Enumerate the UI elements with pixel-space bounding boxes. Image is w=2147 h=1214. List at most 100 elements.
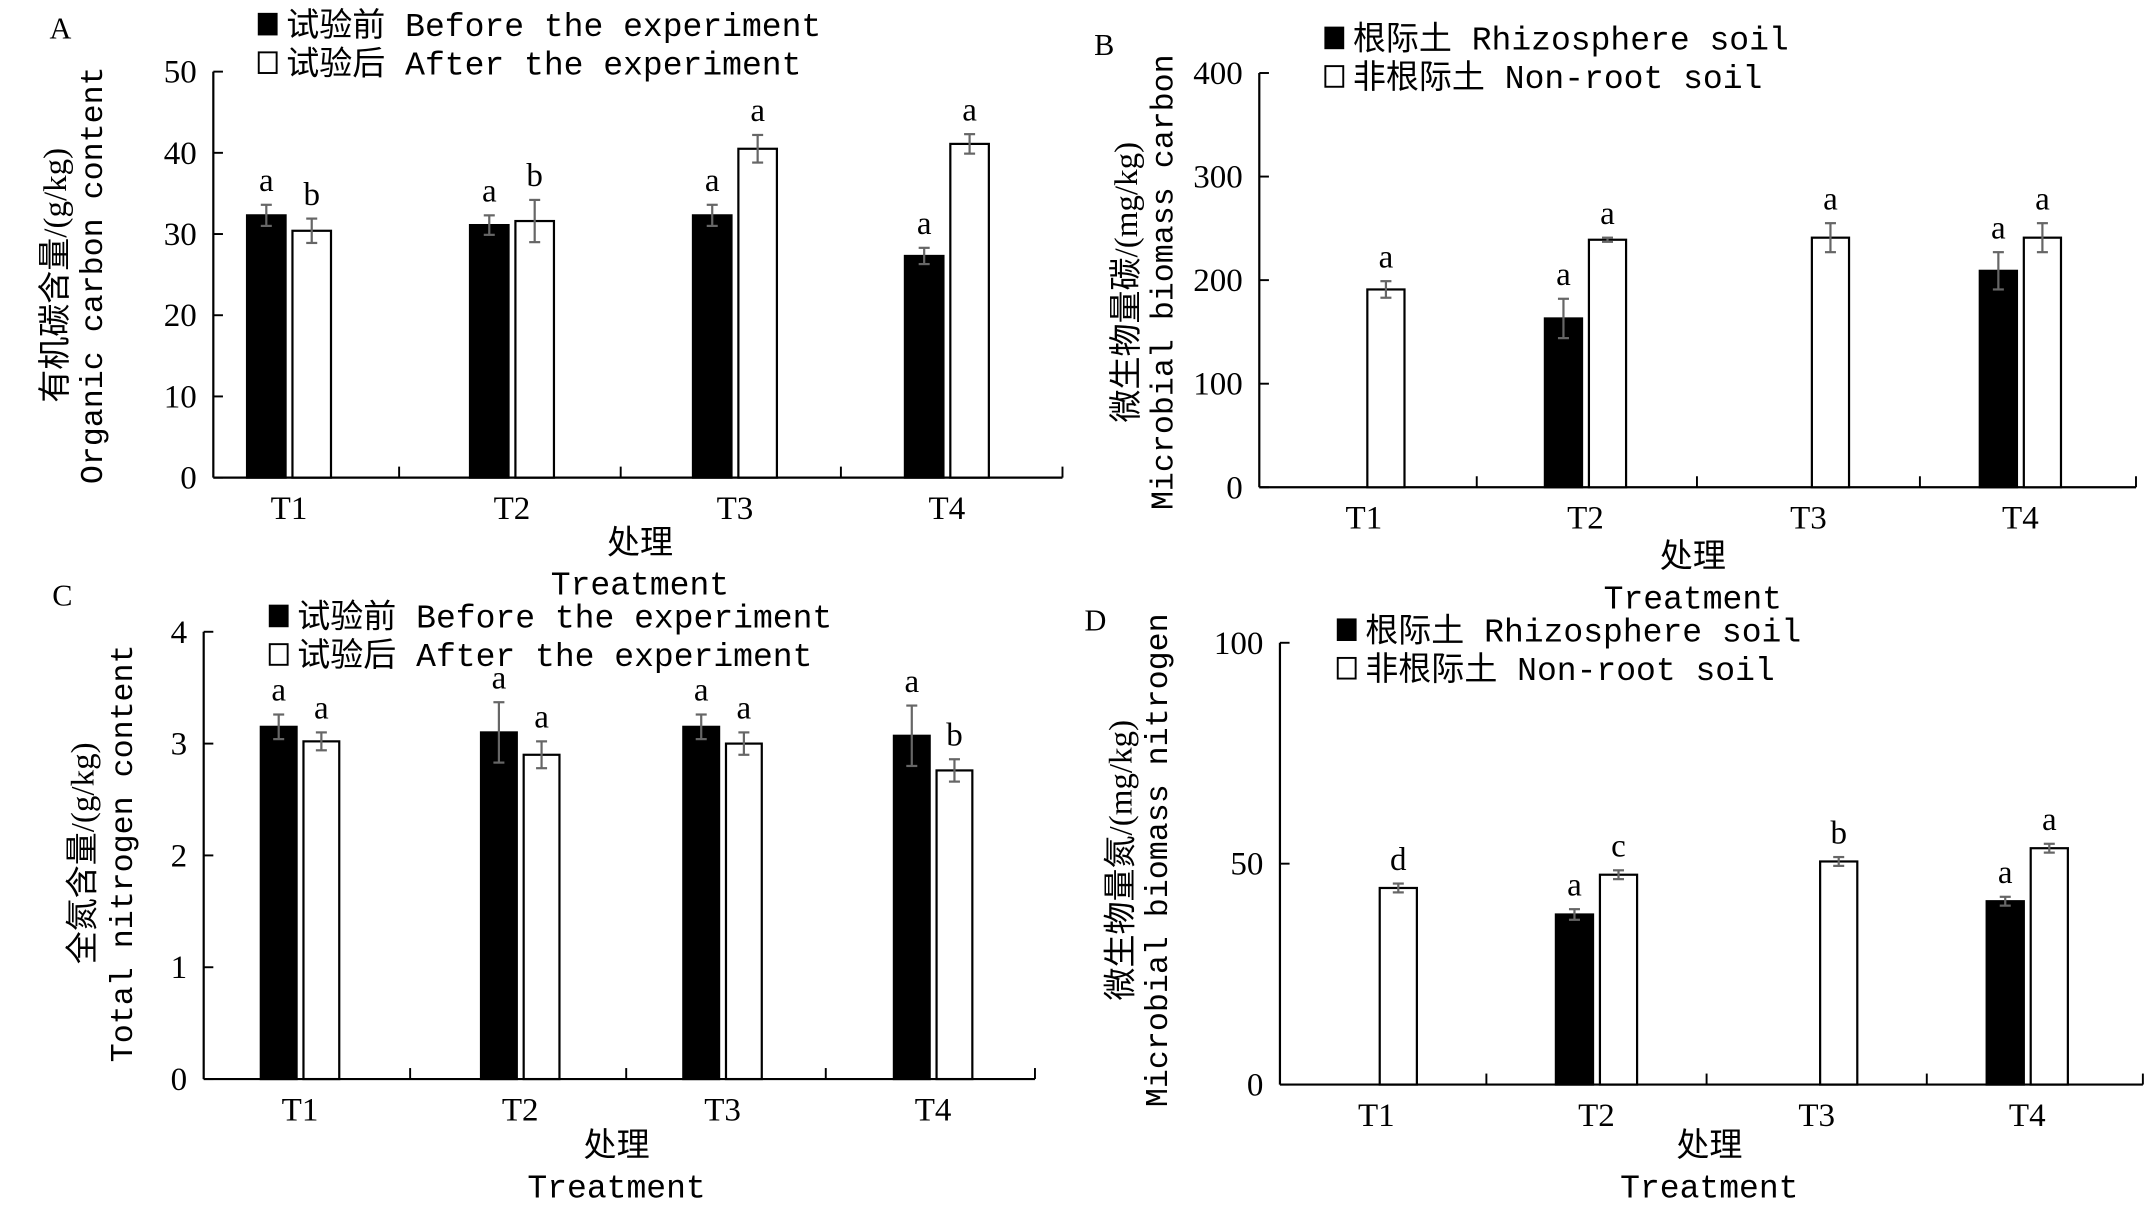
- significance-letter: a: [737, 691, 752, 727]
- y-axis-label: Microbial biomass nitrogen: [1141, 613, 1177, 1107]
- significance-letter: a: [2042, 802, 2057, 838]
- panel-c: C 0 1 2 3 4 T1 T2 T3 T4 处理 Treatment 全氮含量/(g/kg) Tota…: [52, 579, 1036, 1207]
- y-tick-label: 0: [1226, 470, 1243, 506]
- significance-letter: c: [1611, 829, 1626, 865]
- significance-letter: a: [917, 206, 932, 242]
- significance-letter: a: [1991, 210, 2006, 246]
- legend-swatch: [257, 51, 278, 74]
- legend-swatch: [268, 604, 289, 628]
- significance-letter: a: [694, 673, 709, 709]
- x-tick-label: T1: [1358, 1098, 1395, 1134]
- x-axis-label: Treatment: [1604, 581, 1782, 618]
- legend-swatch: [268, 643, 289, 666]
- x-tick-label: T3: [704, 1092, 741, 1128]
- significance-letter: a: [259, 163, 274, 199]
- legend-swatch: [1336, 656, 1357, 680]
- bar: [949, 142, 990, 479]
- bar: [479, 731, 518, 1081]
- x-tick-label: T2: [1578, 1098, 1615, 1134]
- bar: [1366, 288, 1406, 489]
- significance-letter: a: [314, 691, 329, 727]
- significance-letter: b: [526, 158, 543, 194]
- y-tick-label: 50: [1230, 847, 1263, 883]
- x-axis-label-cn: 处理: [607, 524, 673, 561]
- significance-letter: a: [705, 163, 720, 199]
- x-axis-label: Treatment: [551, 568, 729, 605]
- panel-letter: B: [1094, 28, 1114, 62]
- bar: [935, 769, 974, 1081]
- y-tick-label: 100: [1193, 367, 1243, 403]
- y-tick-label: 300: [1193, 160, 1243, 196]
- x-axis-label-cn: 处理: [1676, 1127, 1742, 1164]
- bar: [903, 254, 945, 479]
- y-tick-label: 0: [1247, 1068, 1264, 1104]
- significance-letter: a: [750, 93, 765, 129]
- y-tick-label: 4: [171, 615, 188, 651]
- significance-letter: a: [1567, 867, 1582, 903]
- x-tick-label: T3: [1790, 501, 1827, 537]
- significance-letter: a: [482, 174, 497, 210]
- legend-swatch: [1324, 65, 1345, 88]
- x-tick-label: T4: [915, 1092, 952, 1128]
- panel-a: A 0 10 20 30 40 50 T1 T2 T3 T4 处理 Treatment 有机碳含量/(g/…: [37, 7, 1064, 605]
- bar: [1543, 317, 1584, 489]
- panel-letter: A: [50, 12, 72, 46]
- bar: [1587, 238, 1628, 489]
- y-axis-label-cn: 微生物量碳/(mg/kg): [1108, 142, 1145, 423]
- y-axis-label-cn: 有机碳含量/(g/kg): [37, 148, 74, 403]
- significance-letter: a: [1379, 239, 1394, 275]
- legend-label: 试验后 After the experiment: [286, 45, 801, 84]
- x-tick-label: T2: [502, 1092, 539, 1128]
- x-tick-label: T2: [1567, 501, 1604, 537]
- bar: [291, 229, 333, 479]
- y-tick-label: 100: [1214, 626, 1264, 662]
- bar: [691, 214, 733, 479]
- significance-letter: a: [962, 92, 977, 128]
- y-tick-label: 0: [171, 1062, 188, 1098]
- bar: [522, 753, 561, 1081]
- y-tick-label: 40: [164, 136, 197, 172]
- significance-letter: d: [1390, 842, 1407, 878]
- panel-letter: C: [52, 579, 72, 613]
- significance-letter: a: [534, 700, 549, 736]
- legend-swatch: [257, 12, 278, 36]
- x-tick-label: T1: [271, 491, 308, 527]
- bar: [468, 223, 510, 479]
- x-tick-label: T3: [1798, 1098, 1835, 1134]
- bar: [259, 725, 298, 1081]
- bar: [892, 734, 931, 1081]
- legend-label: 非根际土 Non-root soil: [1365, 651, 1774, 690]
- significance-letter: a: [2035, 181, 2050, 217]
- legend-swatch: [1336, 618, 1357, 641]
- x-axis-label: Treatment: [527, 1170, 705, 1207]
- x-tick-label: T1: [1346, 501, 1383, 537]
- significance-letter: a: [492, 660, 507, 696]
- x-tick-label: T1: [282, 1092, 319, 1128]
- y-axis-label: Organic carbon content: [76, 66, 112, 484]
- y-tick-label: 0: [180, 461, 197, 497]
- bar: [2022, 236, 2063, 489]
- y-axis-label-cn: 微生物量氮/(mg/kg): [1102, 720, 1139, 1001]
- bar: [724, 742, 763, 1081]
- significance-letter: b: [303, 177, 320, 213]
- x-tick-label: T4: [929, 491, 966, 527]
- bar: [514, 219, 556, 479]
- y-tick-label: 2: [171, 838, 188, 874]
- bar: [245, 214, 287, 479]
- y-tick-label: 3: [171, 727, 188, 763]
- bar: [1819, 860, 1859, 1086]
- significance-letter: b: [946, 717, 963, 753]
- x-axis-label-cn: 处理: [584, 1127, 650, 1164]
- y-tick-label: 400: [1193, 56, 1243, 92]
- legend-label: 试验前 Before the experiment: [286, 7, 821, 46]
- y-tick-label: 30: [164, 217, 197, 253]
- y-axis-label: Microbial biomass carbon: [1147, 54, 1183, 510]
- bar: [1378, 886, 1418, 1086]
- legend-label: 根际土 Rhizosphere soil: [1353, 21, 1789, 60]
- bar: [682, 725, 721, 1081]
- legend-label: 非根际土 Non-root soil: [1353, 59, 1762, 98]
- bar: [302, 740, 341, 1081]
- bar: [737, 147, 779, 479]
- legend-label: 试验前 Before the experiment: [297, 599, 832, 638]
